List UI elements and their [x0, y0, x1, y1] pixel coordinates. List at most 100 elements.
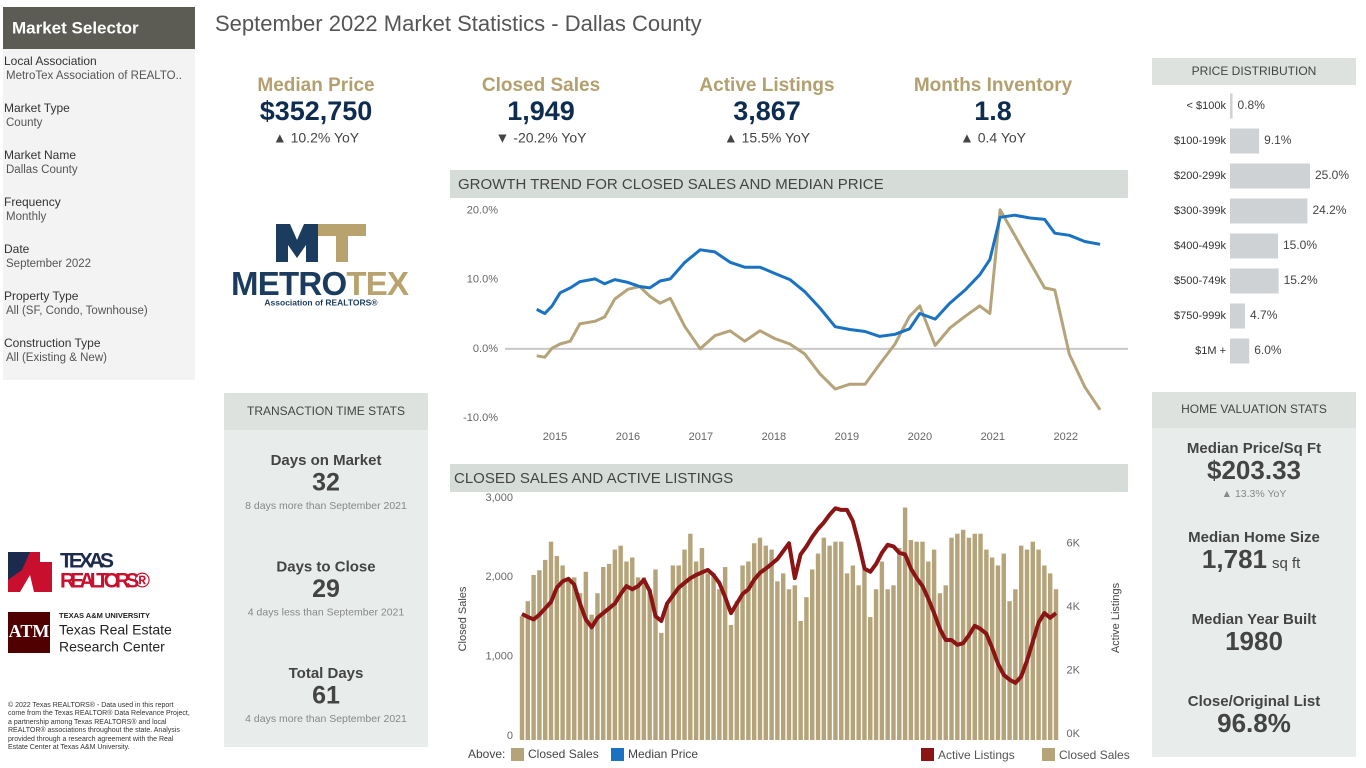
bar: [606, 563, 612, 740]
legend-swatch: [921, 748, 934, 761]
kpi-change: ▼ -20.2% YoY: [496, 130, 588, 146]
tamu-univ: TEXAS A&M UNIVERSITY: [59, 611, 150, 620]
bar: [920, 541, 925, 740]
panel-header: [224, 393, 428, 430]
bar: [740, 565, 745, 740]
bar: [641, 577, 647, 740]
kpi-value: 3,867: [733, 96, 801, 126]
bar: [711, 573, 716, 740]
bar: [653, 569, 658, 740]
bar: [839, 541, 844, 740]
stat-value: 96.8%: [1217, 708, 1291, 738]
x-tick-label: 2022: [1054, 431, 1078, 443]
kpi-change: ▲ 0.4 YoY: [960, 130, 1027, 146]
chart-header: [450, 464, 1128, 492]
bar: [705, 573, 710, 740]
bar: [792, 585, 798, 740]
x-tick-label: 2015: [543, 431, 567, 443]
series-line: [536, 208, 1102, 411]
field-label: Market Type: [4, 101, 70, 115]
category-label: $500-749k: [1174, 275, 1226, 287]
bar: [1230, 198, 1308, 224]
bar: [688, 533, 693, 740]
field-label: Construction Type: [4, 336, 101, 350]
bar: [937, 593, 943, 740]
logo-mark: [318, 224, 366, 262]
bar: [1001, 553, 1006, 740]
tamu-logo: [8, 612, 50, 653]
legend-label: Closed Sales: [1059, 748, 1130, 762]
value-label: 9.1%: [1264, 133, 1292, 147]
tamu-line: Texas Real Estate: [59, 622, 172, 638]
category-label: $750-999k: [1174, 310, 1226, 322]
stat-label: Median Year Built: [1192, 611, 1317, 628]
bar: [595, 593, 600, 740]
kpi-change: ▲ 10.2% YoY: [273, 130, 360, 146]
bar: [1013, 589, 1018, 740]
bar: [995, 565, 1001, 740]
y-tick-label: 20.0%: [467, 204, 498, 216]
bar: [780, 573, 786, 740]
tr-logo: [8, 552, 30, 580]
field-value: Monthly: [6, 211, 47, 223]
kpi-label: Active Listings: [699, 75, 834, 96]
bar: [891, 585, 896, 740]
bar: [914, 541, 919, 740]
bar: [862, 569, 867, 740]
bar: [525, 601, 531, 740]
kpi-value: 1.8: [974, 96, 1012, 126]
kpi-change: ▲ 15.5% YoY: [724, 130, 811, 146]
legend-title: Above:: [468, 747, 505, 761]
bar: [1007, 601, 1012, 740]
bar: [1230, 233, 1278, 259]
bar: [931, 549, 937, 740]
value-label: 25.0%: [1315, 168, 1349, 182]
sidebar-bg: [3, 7, 195, 380]
footnote: © 2022 Texas REALTORS® - Data used in th…: [8, 702, 190, 752]
bar: [543, 559, 548, 740]
y-tick-label: 2,000: [485, 571, 513, 583]
chart-header: [450, 170, 1128, 198]
bar: [1230, 163, 1310, 189]
logo-metro: METRO: [231, 265, 347, 302]
logo-tex: TEX: [346, 265, 409, 302]
y2-tick-label: 6K: [1067, 538, 1081, 550]
field-label: Market Name: [4, 148, 76, 162]
bar: [699, 548, 705, 740]
bar: [1047, 573, 1053, 740]
bar: [943, 585, 948, 740]
x-tick-label: 2017: [689, 431, 713, 443]
field-label: Frequency: [4, 195, 61, 209]
bar: [966, 537, 972, 740]
value-label: 4.7%: [1250, 308, 1278, 322]
field-value: All (SF, Condo, Townhouse): [6, 305, 148, 317]
bar: [612, 549, 618, 740]
bar: [897, 548, 902, 740]
category-label: $300-399k: [1174, 205, 1226, 217]
legend-swatch: [611, 748, 624, 761]
x-tick-label: 2016: [616, 431, 640, 443]
panel-bg: [224, 430, 428, 747]
bar: [879, 561, 885, 740]
bar: [670, 565, 676, 740]
tr-texas: TEXAS: [60, 550, 114, 573]
bar: [885, 589, 890, 740]
bar: [960, 529, 966, 740]
tamu-line: Research Center: [59, 639, 165, 655]
category-label: $100-199k: [1174, 135, 1226, 147]
bar: [786, 589, 792, 740]
legend-swatch: [1042, 748, 1055, 761]
bar: [583, 571, 589, 740]
bar: [1024, 549, 1030, 740]
bar: [531, 574, 536, 740]
bar: [856, 585, 861, 740]
bar: [763, 545, 768, 740]
value-label: 15.0%: [1283, 238, 1317, 252]
y2-tick-label: 2K: [1067, 664, 1081, 676]
stat-label: Total Days: [289, 665, 364, 682]
category-label: $200-299k: [1174, 170, 1226, 182]
bar: [908, 540, 914, 740]
y-tick-label: 0: [507, 730, 513, 742]
bar: [1230, 268, 1279, 294]
bar: [647, 589, 652, 740]
